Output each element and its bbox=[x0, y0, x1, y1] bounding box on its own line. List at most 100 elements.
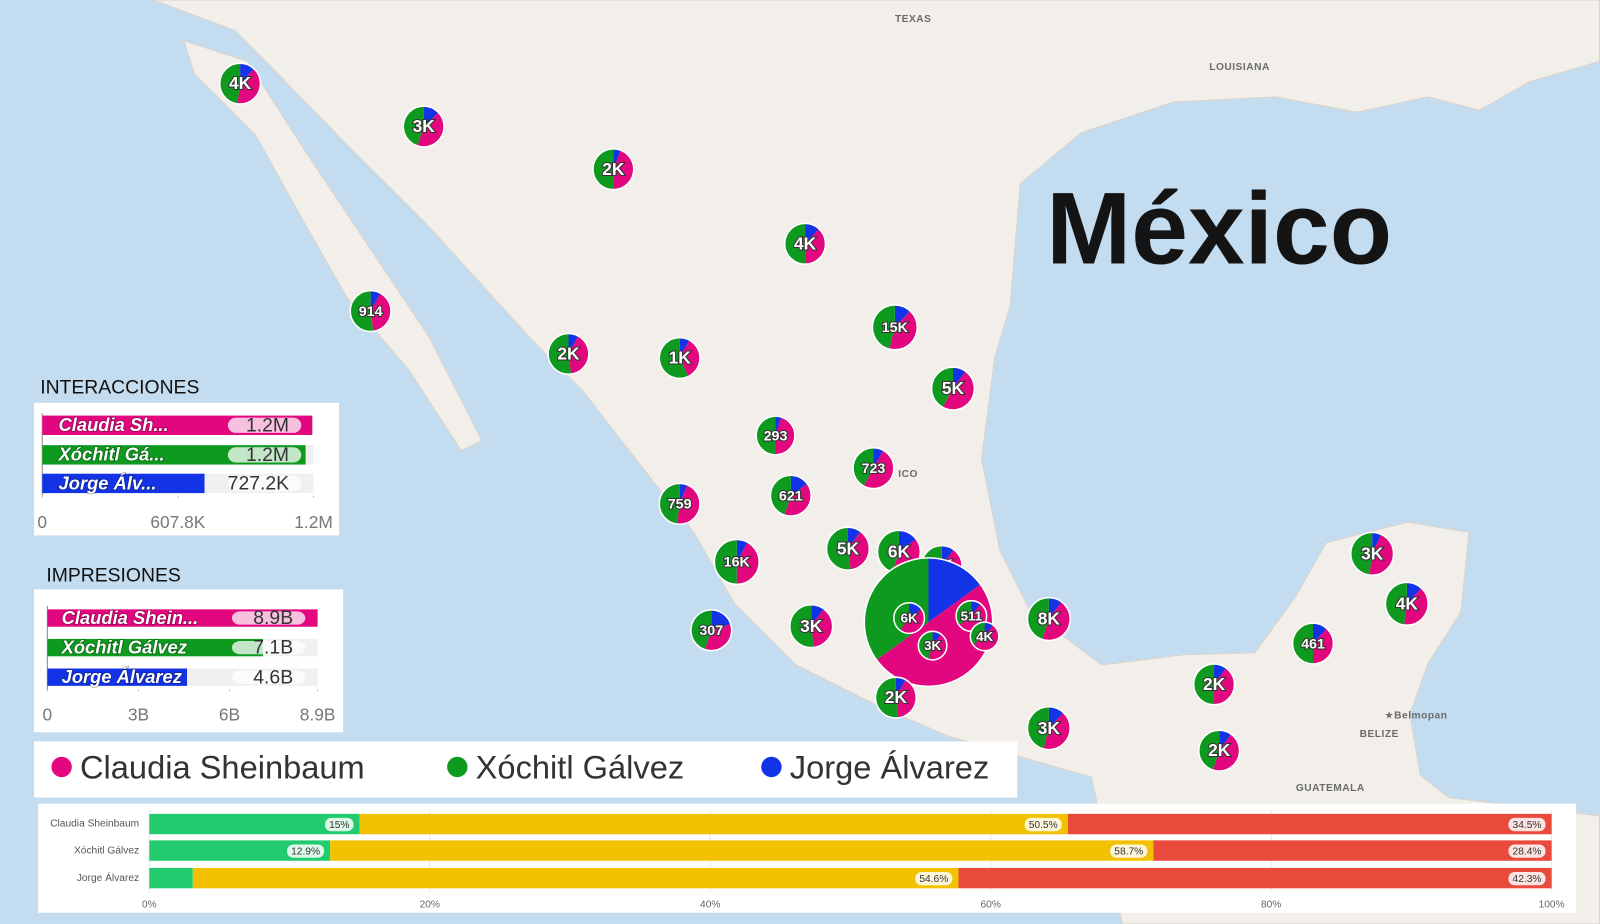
value-label: 58.7% bbox=[1114, 846, 1143, 857]
value-label: 50.5% bbox=[1029, 820, 1058, 831]
pie-slice bbox=[548, 333, 572, 375]
marker-label: 293 bbox=[764, 428, 788, 444]
marker: 4K bbox=[969, 621, 1000, 652]
pie-slice bbox=[237, 68, 261, 105]
value-label: 727.2K bbox=[228, 473, 289, 495]
pie-slice bbox=[659, 483, 680, 525]
marker: 461 bbox=[1291, 622, 1335, 665]
x-tick-label: 80% bbox=[1261, 899, 1281, 910]
pie-slice bbox=[918, 631, 933, 660]
pie-slice bbox=[1042, 601, 1071, 641]
marker-label: 4K bbox=[229, 73, 252, 93]
pie-slice bbox=[370, 290, 381, 312]
pie-slice bbox=[877, 530, 899, 573]
marker-outline bbox=[1198, 729, 1241, 772]
bar-segment bbox=[330, 840, 1154, 861]
charts: INTERACCIONES 0 607.8K 1.2M Claudia Sh... 1.2… bbox=[34, 377, 1577, 913]
marker-label: 1K bbox=[669, 348, 692, 368]
pie-slice bbox=[423, 106, 439, 127]
marker: 293 bbox=[755, 415, 796, 456]
marker-label: 5K bbox=[837, 538, 860, 558]
bar-segment bbox=[149, 813, 360, 835]
marker-label: 511 bbox=[961, 609, 982, 624]
pie-slice bbox=[895, 677, 906, 698]
value-label: 7.1B bbox=[253, 637, 293, 659]
marker-outline bbox=[871, 304, 919, 351]
place-labels: TEXAS LOUISIANA ICO ★Belmopan BELIZE GUATEMAL… bbox=[895, 14, 1448, 794]
pie-slice bbox=[973, 624, 999, 651]
legend-label: Jorge Álvarez bbox=[790, 749, 989, 786]
value-label: 1.2M bbox=[246, 414, 289, 436]
legend-swatch bbox=[51, 756, 72, 778]
marker: 2K bbox=[874, 676, 918, 719]
marker: 914 bbox=[349, 289, 392, 333]
pie-slice bbox=[847, 527, 861, 549]
pie-slice bbox=[853, 447, 874, 486]
pie-slice bbox=[1048, 597, 1062, 620]
pie-slice bbox=[679, 340, 701, 377]
x-tick-label: 8.9B bbox=[300, 705, 336, 725]
marker-outline bbox=[789, 604, 834, 649]
pie-slice bbox=[863, 450, 894, 489]
marker: 4K bbox=[783, 222, 827, 265]
pie-slice bbox=[1372, 532, 1382, 554]
pie-slice bbox=[1212, 734, 1240, 772]
marker-label: 914 bbox=[359, 304, 383, 320]
pie-slice bbox=[875, 677, 899, 718]
marker: 759 bbox=[658, 482, 701, 525]
pie-slice bbox=[736, 539, 748, 562]
pie-slice bbox=[1214, 667, 1235, 705]
marker-label: 307 bbox=[699, 623, 723, 639]
marker-outline bbox=[1192, 663, 1236, 706]
category-label: Jorge Álvarez bbox=[77, 871, 139, 884]
bar-segment bbox=[1067, 813, 1552, 835]
marker-outline bbox=[592, 148, 635, 191]
marker: 5K bbox=[930, 366, 976, 411]
marker-outline bbox=[658, 482, 701, 525]
marker-outline bbox=[1026, 706, 1072, 751]
place-label: ★Belmopan bbox=[1385, 711, 1448, 722]
marker-outline bbox=[969, 621, 1000, 652]
marker: 3K bbox=[917, 630, 948, 661]
x-tick-label: 20% bbox=[420, 899, 440, 910]
bar bbox=[47, 668, 188, 686]
value-pill bbox=[1024, 817, 1062, 832]
value-label: 12.9% bbox=[291, 846, 320, 857]
value-pill bbox=[231, 611, 306, 625]
pie-slice bbox=[568, 336, 589, 375]
pie-slice bbox=[971, 600, 981, 616]
pie-slice bbox=[711, 609, 731, 631]
pie-slice bbox=[417, 112, 445, 147]
marker-outline bbox=[1291, 622, 1335, 665]
marker: 4K bbox=[218, 62, 262, 105]
place-label: TEXAS bbox=[895, 14, 932, 25]
marker: 1K bbox=[658, 336, 701, 380]
value-label: 34.5% bbox=[1513, 820, 1542, 831]
pie-slice bbox=[895, 679, 917, 718]
value-label: 8.9B bbox=[253, 607, 293, 629]
pie-slice bbox=[1193, 663, 1215, 705]
value-pill bbox=[231, 640, 306, 655]
pie-slice bbox=[928, 634, 947, 660]
pie-slice bbox=[1385, 582, 1407, 626]
category-label: Claudia Sheinbaum bbox=[50, 819, 139, 830]
category-label: Jorge Álvarez bbox=[62, 666, 183, 687]
pie-slice bbox=[1312, 623, 1327, 644]
marker: 621 bbox=[769, 474, 812, 517]
pie-slice bbox=[1219, 730, 1232, 751]
pie-slice bbox=[1027, 597, 1049, 640]
marker: 3K bbox=[1349, 531, 1395, 576]
pie-slice bbox=[756, 416, 776, 455]
marker-label: 461 bbox=[1301, 636, 1325, 652]
legend-swatch bbox=[761, 756, 782, 778]
pie-slice bbox=[677, 484, 701, 525]
pie-slice bbox=[704, 623, 732, 651]
pie-slice bbox=[370, 293, 392, 332]
legend-box bbox=[34, 741, 1018, 798]
pie-slice bbox=[350, 290, 374, 332]
pie-slice bbox=[811, 608, 833, 648]
marker-outline bbox=[917, 630, 948, 661]
pie-slice bbox=[847, 531, 870, 570]
